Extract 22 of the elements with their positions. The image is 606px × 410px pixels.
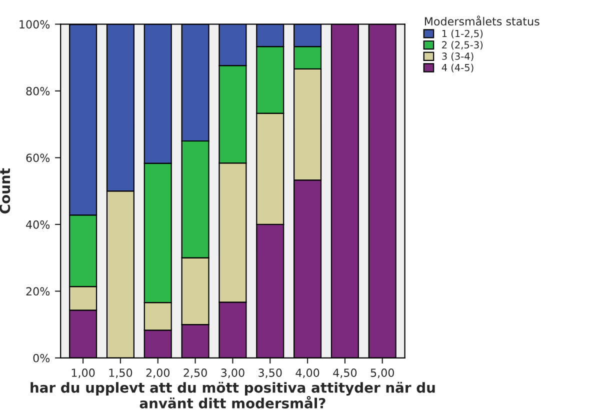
y-tick-label: 0%: [33, 354, 50, 362]
x-tick-label: 4,00: [296, 368, 320, 378]
legend-label: 4 (4-5): [442, 64, 474, 72]
x-tick-label: 1,00: [72, 368, 95, 378]
y-tick-label: 80%: [26, 86, 50, 96]
x-tick-label: 2,50: [184, 368, 207, 378]
y-tick-label: 20%: [26, 287, 50, 296]
x-axis-title: har du upplevt att du mött positiva attityder när du använt ditt modersmål?: [30, 382, 435, 408]
x-tick-label: 5,00: [370, 368, 394, 378]
legend-label: 2 (2,5-3): [442, 41, 483, 50]
y-tick-label: 40%: [26, 220, 50, 229]
legend-label: 1 (1-2,5): [442, 30, 483, 38]
x-tick-label: 4,50: [333, 368, 357, 378]
legend-title: Modersmålets status: [424, 16, 540, 26]
x-tick-label: 1,50: [109, 368, 132, 378]
x-tick-label: 3,00: [221, 368, 244, 378]
x-tick-label: 3,50: [258, 368, 282, 378]
y-tick-label: 100%: [20, 20, 50, 29]
y-tick-label: 60%: [26, 154, 50, 162]
y-axis-title: Count: [0, 168, 10, 214]
x-tick-label: 2,00: [146, 368, 170, 378]
legend-label: 3 (3-4): [442, 52, 474, 62]
